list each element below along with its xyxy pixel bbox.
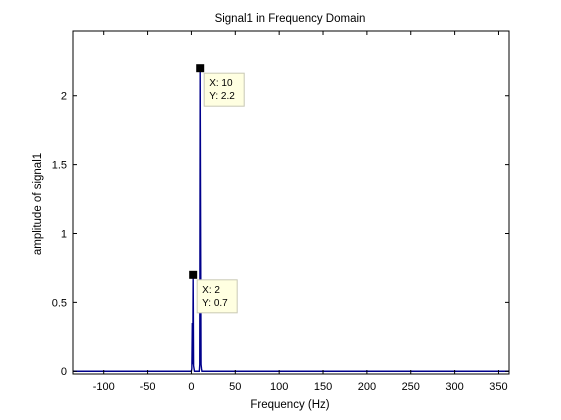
- x-tick-label: 300: [445, 381, 463, 393]
- datatip-box: [203, 72, 245, 107]
- plot-area: [73, 31, 509, 374]
- x-tick-label: 200: [358, 381, 376, 393]
- series-layer: [73, 68, 509, 372]
- axes-box: [72, 30, 510, 375]
- x-tick-layer: -100 -50 0 50 100 150 200 250 300 350: [93, 31, 508, 393]
- datatip-marker[interactable]: [189, 270, 198, 279]
- x-tick-label: 150: [314, 381, 332, 393]
- datatip-y-text: Y: 0.7: [202, 298, 228, 309]
- series-line-0: [73, 68, 509, 372]
- datatip-1[interactable]: X: 2 Y: 0.7: [189, 270, 238, 314]
- datatip-marker[interactable]: [196, 64, 205, 73]
- x-tick-label: -100: [93, 381, 115, 393]
- datatip-x-text: X: 10: [209, 78, 233, 89]
- x-tick-label: 250: [402, 381, 420, 393]
- x-tick-label: 100: [270, 381, 288, 393]
- x-tick-label: 350: [489, 381, 507, 393]
- y-tick-label: 0: [61, 366, 67, 378]
- x-tick-label: 50: [229, 381, 241, 393]
- x-tick-label: 0: [188, 381, 194, 393]
- chart-title: Signal1 in Frequency Domain: [215, 13, 366, 25]
- x-tick-label: -50: [140, 381, 156, 393]
- annotation-layer: X: 10 Y: 2.2 X: 2 Y: 0.7: [189, 64, 245, 314]
- datatip-x-text: X: 2: [202, 285, 220, 296]
- datatip-box: [196, 279, 238, 314]
- datatip-y-text: Y: 2.2: [209, 91, 235, 102]
- datatip-0[interactable]: X: 10 Y: 2.2: [196, 64, 245, 107]
- y-tick-label: 1.5: [52, 160, 67, 172]
- y-tick-layer: 0 0.5 1 1.5 2: [52, 91, 509, 378]
- y-tick-label: 1: [61, 228, 67, 240]
- x-axis-label: Frequency (Hz): [250, 399, 329, 411]
- axes-layer: [72, 30, 510, 375]
- y-tick-label: 0.5: [52, 297, 67, 309]
- y-tick-label: 2: [61, 91, 67, 103]
- y-axis-label: amplitude of signal1: [32, 153, 44, 255]
